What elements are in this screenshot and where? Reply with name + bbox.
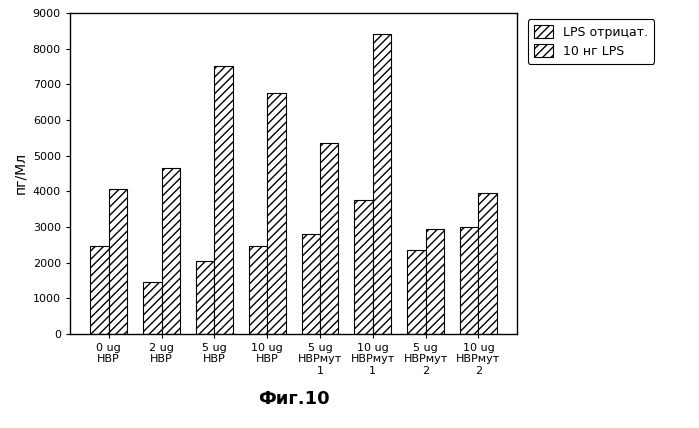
Bar (267, 93, 286, 334)
Bar (143, 282, 161, 334)
Bar (354, 200, 373, 334)
Bar (373, 34, 391, 334)
Bar (90, 247, 109, 334)
Bar (161, 168, 180, 334)
Bar (320, 143, 338, 334)
X-axis label: Фиг.10: Фиг.10 (258, 390, 329, 408)
Bar (249, 247, 267, 334)
Bar (460, 227, 478, 334)
Legend: LPS отрицат., 10 нг LPS: LPS отрицат., 10 нг LPS (528, 19, 654, 64)
Bar (407, 250, 426, 334)
Bar (109, 190, 127, 334)
Bar (426, 229, 444, 334)
Bar (196, 261, 215, 334)
Bar (478, 193, 497, 334)
Y-axis label: пг/Мл: пг/Мл (13, 152, 27, 194)
Bar (301, 234, 320, 334)
Bar (215, 66, 233, 334)
